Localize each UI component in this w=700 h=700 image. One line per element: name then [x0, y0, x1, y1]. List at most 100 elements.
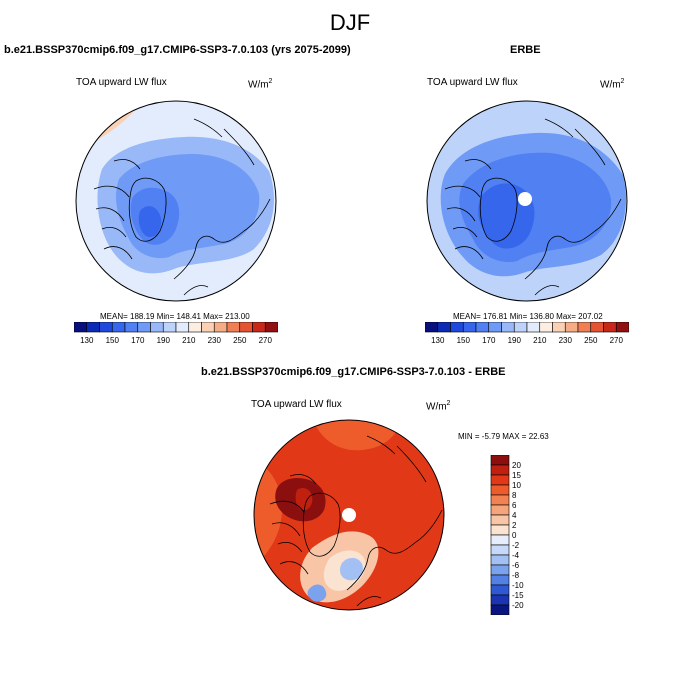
- colorbar-swatch: [475, 322, 490, 333]
- obs-map-coastline-greenland: [479, 177, 518, 242]
- diff-map-cool-patch-a: [340, 557, 363, 581]
- colorbar-swatch: [552, 322, 566, 333]
- colorbar-swatch: [490, 524, 510, 536]
- model-map-coastline-eurasia: [173, 118, 271, 296]
- colorbar-tick-label: 210: [533, 336, 547, 345]
- colorbar-tick-label: 190: [157, 336, 171, 345]
- diff-map-hotspot-core: [295, 488, 313, 511]
- colorbar-tick-label: -6: [512, 561, 520, 570]
- colorbar-tick-label: 6: [512, 501, 517, 510]
- colorbar-swatch: [201, 322, 215, 333]
- colorbar-swatch: [490, 564, 510, 576]
- colorbar-swatch: [462, 322, 477, 333]
- obs-panel-stats: MEAN= 176.81 Min= 136.80 Max= 207.02: [453, 312, 603, 321]
- colorbar-tick-label: -4: [512, 551, 520, 560]
- colorbar-tick-label: 130: [431, 336, 445, 345]
- colorbar-swatch: [437, 322, 451, 333]
- colorbar-swatch: [162, 322, 177, 333]
- obs-panel-title: ERBE: [510, 44, 541, 56]
- model-map-border: [75, 100, 277, 302]
- colorbar-tick-label: 2: [512, 521, 517, 530]
- colorbar-tick-label: 130: [80, 336, 94, 345]
- colorbar-tick-label: 190: [508, 336, 522, 345]
- diff-panel-units: W/m2: [426, 400, 450, 412]
- colorbar-swatch: [86, 322, 100, 333]
- colorbar-swatch: [577, 322, 592, 333]
- colorbar-tick-label: 170: [482, 336, 496, 345]
- colorbar-tick-label: 170: [131, 336, 145, 345]
- colorbar-swatch: [264, 322, 278, 333]
- diff-map-border: [253, 419, 445, 611]
- colorbar-tick-label: 230: [208, 336, 222, 345]
- colorbar-swatch: [526, 322, 541, 333]
- colorbar-swatch: [490, 514, 510, 526]
- colorbar-swatch: [490, 584, 510, 596]
- model-units-exp: 2: [268, 78, 273, 85]
- diff-map-coastline-greenland: [302, 492, 341, 557]
- model-panel-units: W/m2: [248, 78, 272, 90]
- obs-units-base: W/m: [600, 79, 621, 91]
- model-map-contour-150: [138, 206, 162, 237]
- colorbar-tick-label: 20: [512, 461, 521, 470]
- obs-map-border: [426, 100, 628, 302]
- colorbar-tick-label: -20: [512, 601, 524, 610]
- colorbar-tick-label: 250: [584, 336, 598, 345]
- model-colorbar: 130 150 170 190 210 230 250 270: [74, 322, 278, 345]
- colorbar-swatch: [490, 484, 510, 496]
- model-map-coastline-canada: [93, 159, 141, 260]
- obs-panel-units: W/m2: [600, 78, 624, 90]
- diff-panel-variable: TOA upward LW flux: [251, 399, 342, 410]
- colorbar-swatch: [425, 322, 439, 333]
- colorbar-tick-label: 0: [512, 531, 517, 540]
- colorbar-swatch: [150, 322, 164, 333]
- obs-map-missing-pole: [518, 192, 532, 206]
- colorbar-swatch: [226, 322, 241, 333]
- colorbar-tick-label: 15: [512, 471, 521, 480]
- colorbar-swatch: [490, 574, 510, 586]
- colorbar-swatch: [137, 322, 151, 333]
- colorbar-swatch: [490, 474, 510, 486]
- colorbar-swatch: [490, 534, 510, 546]
- diff-panel-title: b.e21.BSSP370cmip6.f09_g17.CMIP6-SSP3-7.…: [201, 366, 506, 378]
- colorbar-swatch: [490, 554, 510, 566]
- colorbar-tick-label: -15: [512, 591, 524, 600]
- colorbar-swatch: [539, 322, 553, 333]
- colorbar-tick-label: 210: [182, 336, 196, 345]
- colorbar-tick-label: 10: [512, 481, 521, 490]
- colorbar-swatch: [603, 322, 617, 333]
- diff-units-exp: 2: [446, 400, 451, 407]
- colorbar-swatch: [488, 322, 502, 333]
- obs-panel-variable: TOA upward LW flux: [427, 77, 518, 88]
- colorbar-tick-label: -10: [512, 581, 524, 590]
- model-units-base: W/m: [248, 79, 269, 91]
- colorbar-tick-label: 150: [457, 336, 471, 345]
- diff-map-missing-pole: [342, 508, 356, 522]
- colorbar-swatch: [239, 322, 253, 333]
- colorbar-swatch: [213, 322, 228, 333]
- obs-colorbar: 130 150 170 190 210 230 250 270: [425, 322, 629, 345]
- diff-map-region-west: [254, 458, 282, 568]
- diff-map-coastline-eurasia: [346, 435, 443, 607]
- colorbar-swatch: [490, 604, 510, 615]
- colorbar-tick-label: 270: [610, 336, 624, 345]
- obs-map-coastline-canada: [444, 159, 492, 260]
- colorbar-swatch: [124, 322, 139, 333]
- diff-map-cool-patch-b: [307, 584, 327, 602]
- colorbar-swatch: [501, 322, 515, 333]
- diff-polar-map: [253, 419, 445, 611]
- colorbar-tick-label: 150: [106, 336, 120, 345]
- colorbar-swatch: [99, 322, 113, 333]
- model-panel-title: b.e21.BSSP370cmip6.f09_g17.CMIP6-SSP3-7.…: [4, 44, 351, 56]
- colorbar-tick-label: 4: [512, 511, 517, 520]
- model-polar-map: [75, 100, 277, 302]
- colorbar-tick-label: 270: [259, 336, 273, 345]
- colorbar-tick-label: 230: [559, 336, 573, 345]
- model-panel-variable: TOA upward LW flux: [76, 77, 167, 88]
- colorbar-swatch: [175, 322, 190, 333]
- colorbar-swatch: [490, 455, 510, 466]
- colorbar-swatch: [490, 464, 510, 476]
- colorbar-swatch: [490, 594, 510, 606]
- obs-polar-map: [426, 100, 628, 302]
- obs-units-exp: 2: [620, 78, 625, 85]
